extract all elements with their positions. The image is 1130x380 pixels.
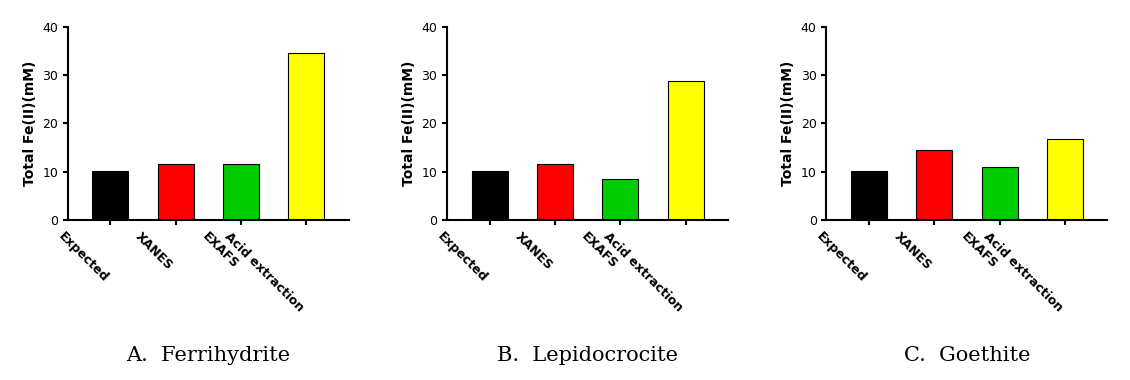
Text: B.  Lepidocrocite: B. Lepidocrocite	[497, 346, 678, 365]
Bar	[1048, 139, 1083, 220]
Bar	[223, 164, 259, 220]
Bar	[916, 150, 953, 220]
Bar	[158, 164, 193, 220]
Bar	[602, 179, 638, 220]
Y-axis label: Total Fe(II)(mM): Total Fe(II)(mM)	[402, 61, 416, 186]
Bar	[93, 171, 128, 220]
Bar	[668, 81, 704, 220]
Bar	[851, 171, 887, 220]
Text: A.  Ferrihydrite: A. Ferrihydrite	[127, 346, 290, 365]
Bar	[537, 164, 573, 220]
Y-axis label: Total Fe(II)(mM): Total Fe(II)(mM)	[23, 61, 36, 186]
Bar	[288, 53, 324, 220]
Bar	[471, 171, 507, 220]
Y-axis label: Total Fe(II)(mM): Total Fe(II)(mM)	[781, 61, 796, 186]
Bar	[982, 166, 1017, 220]
Text: C.  Goethite: C. Goethite	[904, 346, 1031, 365]
